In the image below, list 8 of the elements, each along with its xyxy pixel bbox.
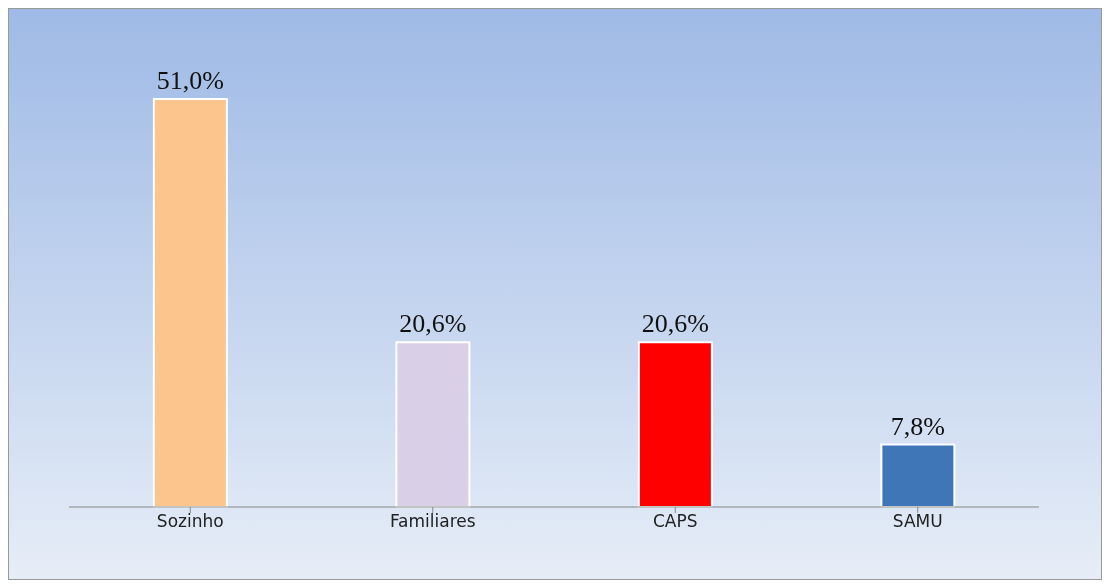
data-label: 20,6% [399, 309, 467, 339]
x-tick-label: Sozinho [156, 511, 224, 532]
x-tick-label: SAMU [892, 511, 943, 532]
data-label: 20,6% [641, 309, 709, 339]
data-label: 51,0% [156, 66, 224, 95]
data-label: 7,8% [890, 411, 945, 441]
x-tick-label: Familiares [389, 511, 476, 532]
x-tick-label: CAPS [652, 511, 698, 532]
